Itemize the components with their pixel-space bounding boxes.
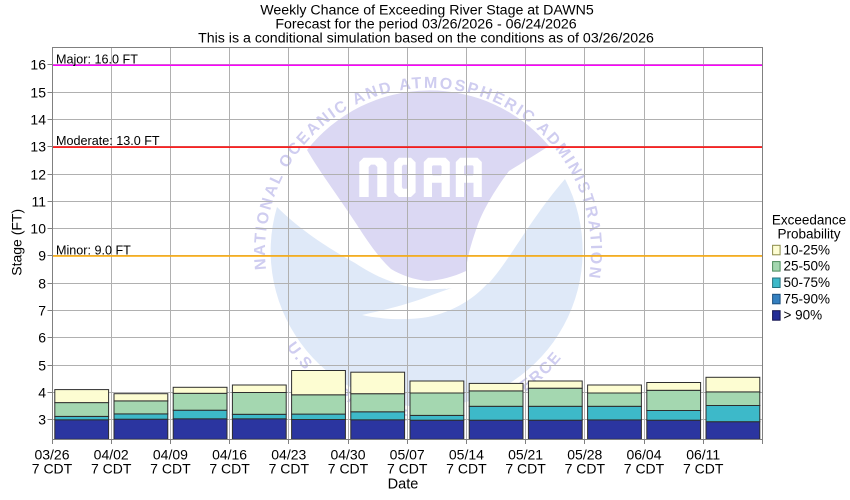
svg-text:06/11: 06/11 [686,447,720,463]
svg-text:7 CDT: 7 CDT [505,460,546,476]
svg-text:7 CDT: 7 CDT [32,460,73,476]
svg-text:04/23: 04/23 [271,447,306,463]
svg-text:9: 9 [38,248,46,264]
svg-text:15: 15 [30,85,46,101]
svg-text:7 CDT: 7 CDT [683,460,724,476]
svg-text:7 CDT: 7 CDT [91,460,132,476]
svg-text:4: 4 [38,385,46,401]
svg-text:75-90%: 75-90% [784,291,831,306]
svg-text:6: 6 [38,330,46,346]
svg-text:Forecast for the period 03/26/: Forecast for the period 03/26/2026 - 06/… [275,16,576,32]
svg-text:25-50%: 25-50% [784,259,831,274]
svg-text:7 CDT: 7 CDT [209,460,250,476]
svg-text:5: 5 [38,358,46,374]
svg-text:3: 3 [38,412,46,428]
svg-text:Probability: Probability [777,227,840,242]
svg-text:03/26: 03/26 [34,447,69,463]
svg-text:7 CDT: 7 CDT [387,460,428,476]
svg-text:10-25%: 10-25% [784,242,831,257]
svg-text:Weekly Chance of Exceeding Riv: Weekly Chance of Exceeding River Stage a… [260,2,594,18]
svg-text:7 CDT: 7 CDT [624,460,665,476]
svg-text:7: 7 [38,303,46,319]
svg-text:Stage (FT): Stage (FT) [9,209,25,276]
svg-text:05/14: 05/14 [449,447,484,463]
svg-text:Exceedance: Exceedance [772,213,846,228]
svg-text:Major: 16.0 FT: Major: 16.0 FT [56,52,138,66]
svg-text:05/21: 05/21 [508,447,543,463]
svg-text:7 CDT: 7 CDT [565,460,606,476]
svg-text:> 90%: > 90% [784,308,823,323]
svg-text:04/09: 04/09 [153,447,188,463]
svg-text:11: 11 [31,194,46,210]
svg-text:7 CDT: 7 CDT [446,460,487,476]
svg-text:Date: Date [388,477,419,493]
svg-text:05/07: 05/07 [390,447,425,463]
svg-text:This is a conditional simulati: This is a conditional simulation based o… [198,30,654,46]
svg-text:10: 10 [30,221,46,237]
svg-text:04/30: 04/30 [330,447,365,463]
svg-text:Minor: 9.0 FT: Minor: 9.0 FT [56,243,131,257]
svg-text:8: 8 [38,276,46,292]
svg-text:13: 13 [30,139,46,155]
svg-text:Moderate: 13.0 FT: Moderate: 13.0 FT [56,134,160,148]
svg-text:04/02: 04/02 [94,447,129,463]
svg-text:04/16: 04/16 [212,447,247,463]
svg-text:12: 12 [30,167,46,183]
svg-text:7 CDT: 7 CDT [328,460,369,476]
svg-text:16: 16 [30,57,46,73]
svg-text:7 CDT: 7 CDT [269,460,310,476]
svg-text:50-75%: 50-75% [784,275,831,290]
svg-text:06/04: 06/04 [626,447,661,463]
svg-text:14: 14 [30,112,46,128]
svg-text:7 CDT: 7 CDT [150,460,191,476]
svg-text:05/28: 05/28 [567,447,602,463]
